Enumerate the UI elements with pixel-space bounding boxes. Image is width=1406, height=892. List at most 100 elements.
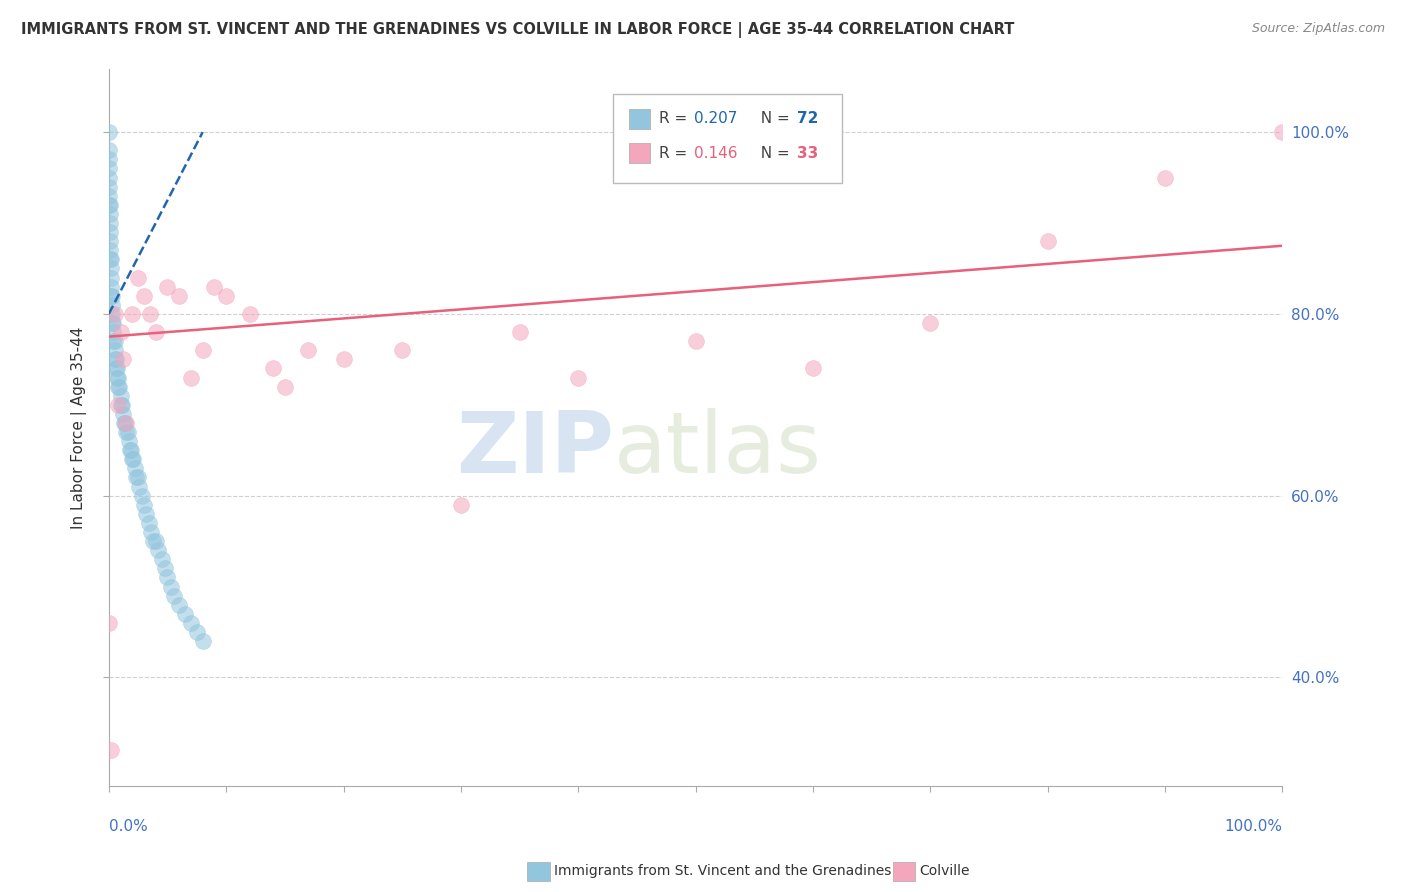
- Point: [297, 343, 319, 358]
- Point: [120, 443, 142, 458]
- Point: [100, 743, 122, 757]
- Point: [135, 507, 157, 521]
- Point: [111, 407, 134, 421]
- Point: [98, 252, 121, 267]
- Point: [332, 352, 354, 367]
- FancyBboxPatch shape: [628, 144, 650, 163]
- Point: [128, 479, 150, 493]
- Point: [98, 234, 121, 248]
- Point: [153, 561, 176, 575]
- Point: [121, 307, 143, 321]
- Point: [127, 270, 149, 285]
- Point: [163, 589, 186, 603]
- Point: [101, 307, 124, 321]
- FancyBboxPatch shape: [628, 109, 650, 128]
- Point: [115, 416, 138, 430]
- Point: [107, 398, 129, 412]
- Point: [262, 361, 284, 376]
- Text: R =: R =: [659, 145, 692, 161]
- Point: [104, 334, 127, 348]
- Point: [186, 625, 208, 640]
- Point: [156, 570, 179, 584]
- Text: ZIP: ZIP: [456, 408, 613, 491]
- Text: 72: 72: [797, 112, 818, 127]
- Text: IMMIGRANTS FROM ST. VINCENT AND THE GRENADINES VS COLVILLE IN LABOR FORCE | AGE : IMMIGRANTS FROM ST. VINCENT AND THE GREN…: [21, 22, 1015, 38]
- Point: [101, 289, 124, 303]
- Point: [98, 244, 121, 258]
- Point: [180, 615, 202, 630]
- Point: [104, 361, 127, 376]
- Point: [145, 325, 167, 339]
- Point: [103, 334, 125, 348]
- Point: [139, 307, 162, 321]
- Point: [100, 261, 122, 276]
- Text: 33: 33: [797, 145, 818, 161]
- Point: [125, 470, 148, 484]
- Point: [132, 289, 155, 303]
- Y-axis label: In Labor Force | Age 35-44: In Labor Force | Age 35-44: [72, 326, 87, 529]
- Point: [1154, 170, 1177, 185]
- Point: [100, 279, 122, 293]
- Point: [111, 352, 134, 367]
- Text: Colville: Colville: [920, 864, 970, 879]
- Point: [191, 634, 214, 648]
- Point: [509, 325, 531, 339]
- Point: [97, 125, 120, 139]
- Point: [118, 434, 141, 449]
- Point: [274, 379, 297, 393]
- Point: [122, 452, 145, 467]
- Point: [239, 307, 262, 321]
- Point: [110, 398, 132, 412]
- Point: [156, 279, 179, 293]
- Point: [150, 552, 173, 566]
- Point: [104, 352, 127, 367]
- Point: [98, 216, 121, 230]
- Point: [110, 389, 132, 403]
- Point: [105, 361, 128, 376]
- Point: [108, 379, 131, 393]
- Point: [567, 370, 589, 384]
- Point: [138, 516, 160, 530]
- Point: [103, 316, 125, 330]
- Point: [97, 198, 120, 212]
- Point: [104, 307, 127, 321]
- FancyBboxPatch shape: [613, 94, 842, 184]
- Point: [101, 298, 124, 312]
- Point: [124, 461, 146, 475]
- Text: 0.146: 0.146: [695, 145, 738, 161]
- Point: [145, 534, 167, 549]
- Point: [104, 343, 127, 358]
- Point: [110, 325, 132, 339]
- Text: 0.0%: 0.0%: [108, 819, 148, 834]
- Point: [160, 580, 183, 594]
- Point: [115, 425, 138, 439]
- Point: [97, 153, 120, 167]
- Point: [191, 343, 214, 358]
- Point: [97, 144, 120, 158]
- Point: [801, 361, 824, 376]
- Point: [105, 370, 128, 384]
- Point: [118, 443, 141, 458]
- Point: [131, 489, 153, 503]
- Point: [167, 289, 190, 303]
- Point: [103, 325, 125, 339]
- Point: [167, 598, 190, 612]
- Point: [215, 289, 238, 303]
- Point: [97, 170, 120, 185]
- Point: [117, 425, 139, 439]
- Point: [202, 279, 225, 293]
- Point: [101, 316, 124, 330]
- Point: [450, 498, 472, 512]
- Text: N =: N =: [751, 145, 794, 161]
- Point: [97, 179, 120, 194]
- Point: [121, 452, 143, 467]
- Point: [142, 534, 165, 549]
- Text: 0.207: 0.207: [695, 112, 738, 127]
- Text: 100.0%: 100.0%: [1225, 819, 1282, 834]
- Point: [98, 225, 121, 239]
- Text: R =: R =: [659, 112, 692, 127]
- Point: [98, 198, 121, 212]
- Point: [97, 615, 120, 630]
- Point: [685, 334, 707, 348]
- Point: [920, 316, 942, 330]
